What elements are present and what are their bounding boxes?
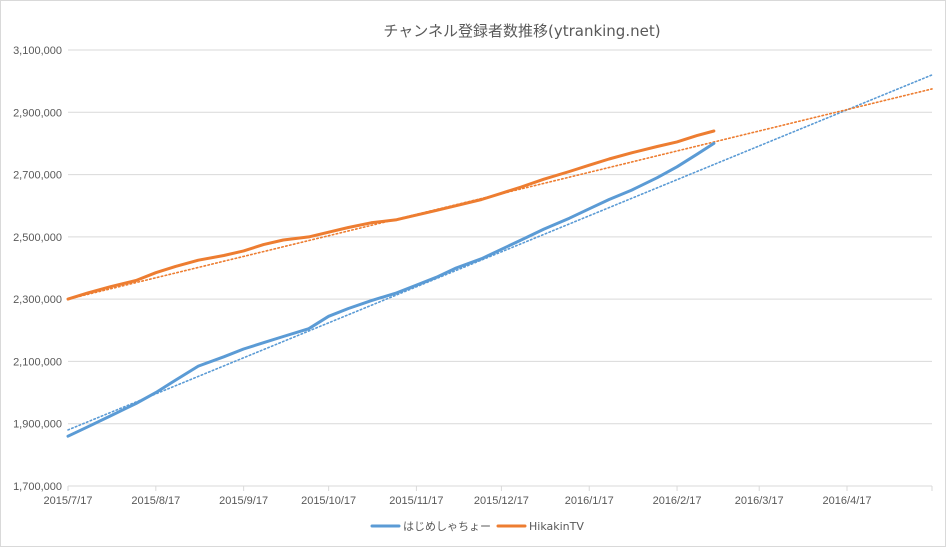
x-tick-label: 2015/9/17 [219,495,268,507]
x-tick-label: 2015/7/17 [44,495,93,507]
x-tick-label: 2015/11/17 [389,495,443,507]
trendline [67,74,933,431]
series-lines [66,129,716,438]
chart-title: チャンネル登録者数推移(ytranking.net) [383,22,660,40]
x-tick-label: 2015/12/17 [474,495,529,507]
x-tick-label: 2015/8/17 [131,495,180,507]
y-tick-label: 2,900,000 [13,107,62,119]
y-tick-label: 2,700,000 [13,170,62,182]
y-tick-label: 1,700,000 [13,481,62,493]
x-tick-label: 2016/2/17 [653,495,702,507]
series-line [66,129,716,301]
y-tick-label: 2,100,000 [13,356,62,368]
x-tick-label: 2016/4/17 [823,495,872,507]
trendlines [67,74,933,431]
x-tick-label: 2016/3/17 [735,495,784,507]
x-tick-label: 2015/10/17 [301,495,356,507]
legend-label: HikakinTV [529,520,584,533]
legend: はじめしゃちょー HikakinTV [370,520,584,533]
y-tick-label: 3,100,000 [13,45,62,57]
y-tick-label: 2,500,000 [13,232,62,244]
series-line [66,141,716,438]
x-tick-label: 2016/1/17 [565,495,614,507]
y-tick-label: 1,900,000 [13,419,62,431]
legend-label: はじめしゃちょー [403,520,491,533]
axes: 1,700,000 1,900,000 2,100,000 2,300,000 2,50… [13,45,933,507]
y-tick-label: 2,300,000 [13,294,62,306]
